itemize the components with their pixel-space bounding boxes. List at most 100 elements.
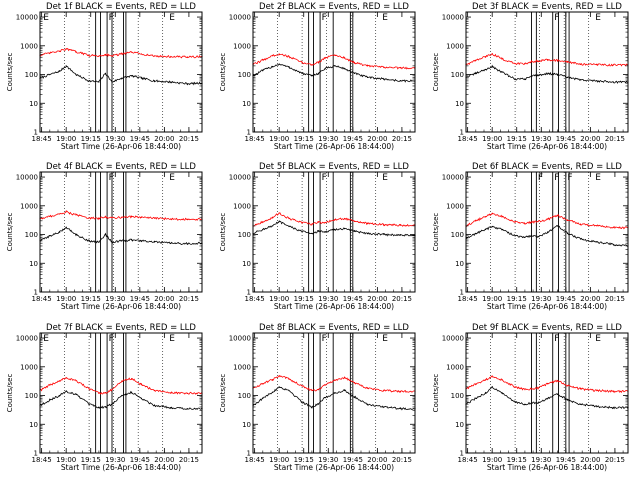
y-tick-label: 1 <box>34 129 38 137</box>
x-tick-label: 19:30 <box>531 456 551 464</box>
events-data-point <box>366 76 369 78</box>
events-series-line <box>39 226 203 245</box>
events-data-point <box>153 80 156 82</box>
lld-data-point <box>311 223 313 225</box>
events-data-point <box>524 236 526 238</box>
events-data-point <box>579 403 582 405</box>
lld-data-point <box>399 224 401 226</box>
y-tick-label: 1 <box>460 129 464 137</box>
x-tick-label: 19:45 <box>130 135 150 143</box>
events-data-point <box>272 391 274 393</box>
y-tick-label: 1000 <box>446 42 464 50</box>
y-tick-label: 100 <box>238 231 251 239</box>
events-data-point <box>317 403 320 405</box>
lld-data-point <box>131 216 133 218</box>
events-data-point <box>557 393 559 395</box>
events-data-point <box>262 69 264 71</box>
lld-data-point <box>491 375 493 377</box>
lld-data-point <box>579 388 582 390</box>
events-series-line <box>252 386 416 411</box>
y-tick-label: 10000 <box>16 174 38 182</box>
lld-data-point <box>59 380 61 382</box>
phase-label: E <box>382 13 388 23</box>
x-tick-label: 18:45 <box>32 295 52 303</box>
events-data-point <box>491 225 493 228</box>
events-data-point <box>272 225 274 227</box>
x-axis-label: Start Time (26-Apr-06 18:44:00) <box>274 142 394 151</box>
y-tick-label: 1 <box>247 450 251 458</box>
events-data-point <box>383 233 385 236</box>
events-data-point <box>501 71 503 73</box>
plot-frame <box>252 11 416 133</box>
events-data-point <box>324 396 326 399</box>
phase-label: E <box>595 13 601 23</box>
events-series-line <box>465 225 629 248</box>
lld-series-line <box>39 210 203 221</box>
phase-label: E <box>595 173 601 183</box>
lld-data-point <box>65 377 67 379</box>
lld-data-point <box>59 213 61 215</box>
y-axis-label: Counts/sec <box>6 213 14 252</box>
y-tick-label: 100 <box>451 231 464 239</box>
events-data-point <box>514 401 516 403</box>
x-tick-label: 19:00 <box>482 135 502 143</box>
lld-data-point <box>311 389 313 392</box>
x-axis-label: Start Time (26-Apr-06 18:44:00) <box>61 302 181 311</box>
lld-data-point <box>262 221 264 223</box>
y-tick-label: 10 <box>455 100 464 108</box>
x-tick-label: 20:15 <box>392 456 412 464</box>
lld-series-line <box>465 53 629 67</box>
phase-label: E <box>169 173 175 183</box>
lld-data-point <box>530 221 533 223</box>
plot-frame <box>465 332 629 454</box>
x-tick-label: 19:30 <box>531 135 551 143</box>
events-data-point <box>383 406 385 408</box>
events-data-point <box>121 394 123 397</box>
y-axis-label: Counts/sec <box>432 213 440 252</box>
events-series-line <box>252 220 416 237</box>
lld-data-point <box>596 64 598 66</box>
events-data-point <box>75 73 77 76</box>
x-tick-label: 18:45 <box>245 135 265 143</box>
events-data-point <box>399 234 401 236</box>
lld-data-point <box>278 53 280 55</box>
x-tick-label: 19:00 <box>269 135 289 143</box>
plot-frame <box>39 11 203 133</box>
y-tick-label: 100 <box>451 392 464 400</box>
x-tick-label: 19:45 <box>130 295 150 303</box>
lld-data-point <box>288 378 290 380</box>
y-tick-label: 1000 <box>20 363 38 371</box>
lld-data-point <box>353 62 356 64</box>
events-data-point <box>140 77 143 79</box>
event-marker-label: F <box>109 13 114 23</box>
x-tick-label: 19:00 <box>269 456 289 464</box>
lld-data-point <box>170 56 172 58</box>
lld-data-point <box>121 380 123 382</box>
events-data-point <box>475 232 477 234</box>
lld-data-point <box>596 225 598 227</box>
lld-data-point <box>344 377 346 379</box>
lld-data-point <box>88 388 90 390</box>
y-tick-label: 100 <box>25 71 38 79</box>
events-data-point <box>596 241 598 243</box>
x-tick-label: 19:45 <box>343 135 363 143</box>
lld-data-point <box>353 220 356 222</box>
events-data-point <box>65 390 67 392</box>
events-data-point <box>501 392 503 394</box>
events-series-line <box>39 390 203 411</box>
events-data-point <box>301 401 303 403</box>
events-data-point <box>612 243 614 246</box>
x-tick-label: 19:30 <box>531 295 551 303</box>
panel-title: Det 9f BLACK = Events, RED = LLD <box>472 323 622 333</box>
x-tick-label: 19:45 <box>343 456 363 464</box>
lld-data-point <box>262 59 264 61</box>
event-marker-label: F <box>538 173 543 183</box>
y-tick-label: 100 <box>25 392 38 400</box>
events-data-point <box>547 231 549 233</box>
events-data-point <box>530 235 533 237</box>
events-data-point <box>353 396 356 398</box>
y-tick-label: 10000 <box>442 335 464 343</box>
x-tick-label: 19:15 <box>294 456 314 464</box>
x-tick-label: 20:00 <box>154 135 174 143</box>
lld-data-point <box>140 384 143 386</box>
